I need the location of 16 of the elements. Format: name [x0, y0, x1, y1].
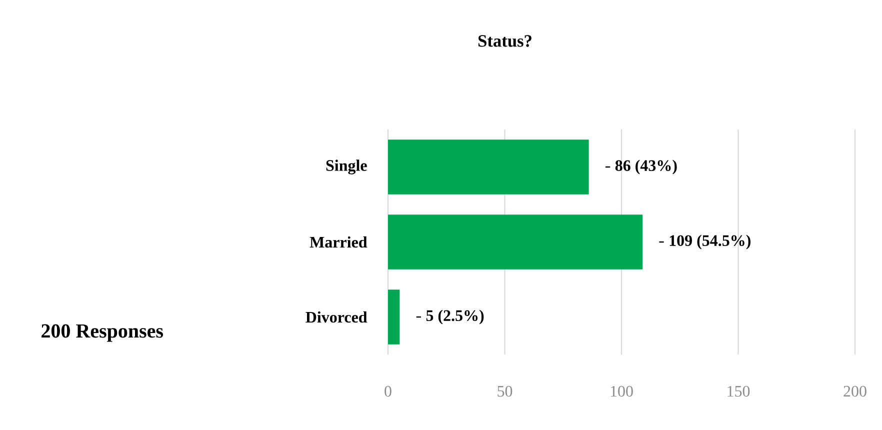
x-tick-label: 200 — [844, 386, 866, 397]
chart-title: Status? — [478, 35, 532, 47]
y-tick-label: Divorced — [306, 311, 368, 323]
data-label: 86 (43%) — [615, 160, 677, 174]
data-label: 109 (54.5%) — [670, 234, 750, 250]
bar — [388, 290, 400, 344]
y-tick-label: Married — [310, 236, 368, 248]
text: 200 Responses — [42, 324, 164, 342]
y-tick-label: Single — [326, 160, 367, 174]
bar — [388, 140, 589, 194]
x-tick-label: 0 — [384, 386, 392, 397]
x-tick-label: 150 — [728, 386, 750, 397]
data-label: 5 (2.5%) — [426, 310, 484, 324]
x-tick-label: 50 — [498, 386, 512, 397]
bar — [388, 214, 643, 270]
x-tick-label: 100 — [610, 386, 633, 397]
